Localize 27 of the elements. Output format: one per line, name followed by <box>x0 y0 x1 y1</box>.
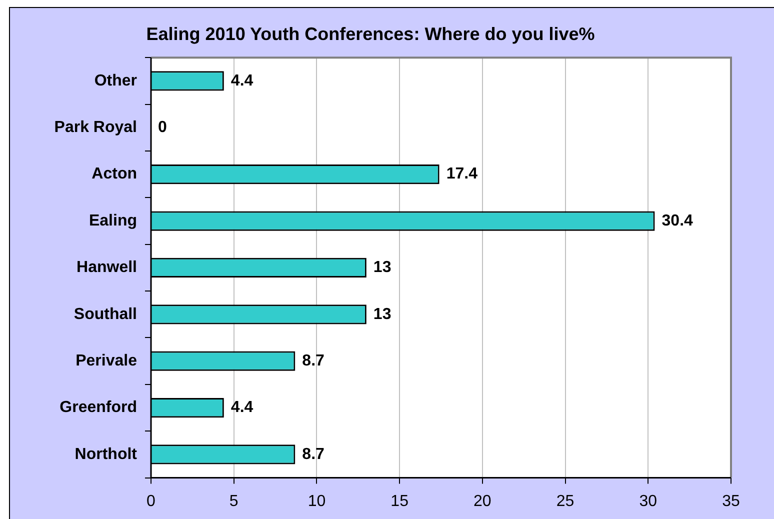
data-label: 8.7 <box>302 352 325 370</box>
x-tick-label: 15 <box>390 492 409 510</box>
data-label: 0 <box>158 119 167 136</box>
data-label: 13 <box>373 306 392 323</box>
chart-title: Ealing 2010 Youth Conferences: Where do you live% <box>146 24 595 44</box>
y-tick-label: Acton <box>92 166 137 183</box>
x-tick-label: 35 <box>722 492 740 510</box>
y-tick-label: Ealing <box>88 212 137 230</box>
data-label: 30.4 <box>662 212 694 230</box>
x-tick-label: 20 <box>474 492 492 510</box>
y-tick-label: Greenford <box>60 399 137 416</box>
y-tick-label: Hanwell <box>76 259 137 276</box>
x-tick-label: 0 <box>146 492 156 510</box>
x-tick-label: 10 <box>308 492 326 510</box>
x-tick-label: 30 <box>639 492 658 510</box>
data-label: 13 <box>373 259 392 276</box>
x-tick-label: 5 <box>229 492 238 510</box>
y-tick-label: Perivale <box>76 352 138 370</box>
data-label: 8.7 <box>302 446 325 463</box>
x-tick-label: 25 <box>556 492 574 510</box>
y-tick-label: Park Royal <box>54 119 137 136</box>
y-tick-label: Northolt <box>74 446 138 463</box>
y-tick-label: Southall <box>74 306 137 323</box>
data-label: 4.4 <box>230 72 254 90</box>
data-label: 4.4 <box>230 399 254 416</box>
y-tick-label: Other <box>94 72 137 90</box>
data-label: 17.4 <box>446 166 478 183</box>
